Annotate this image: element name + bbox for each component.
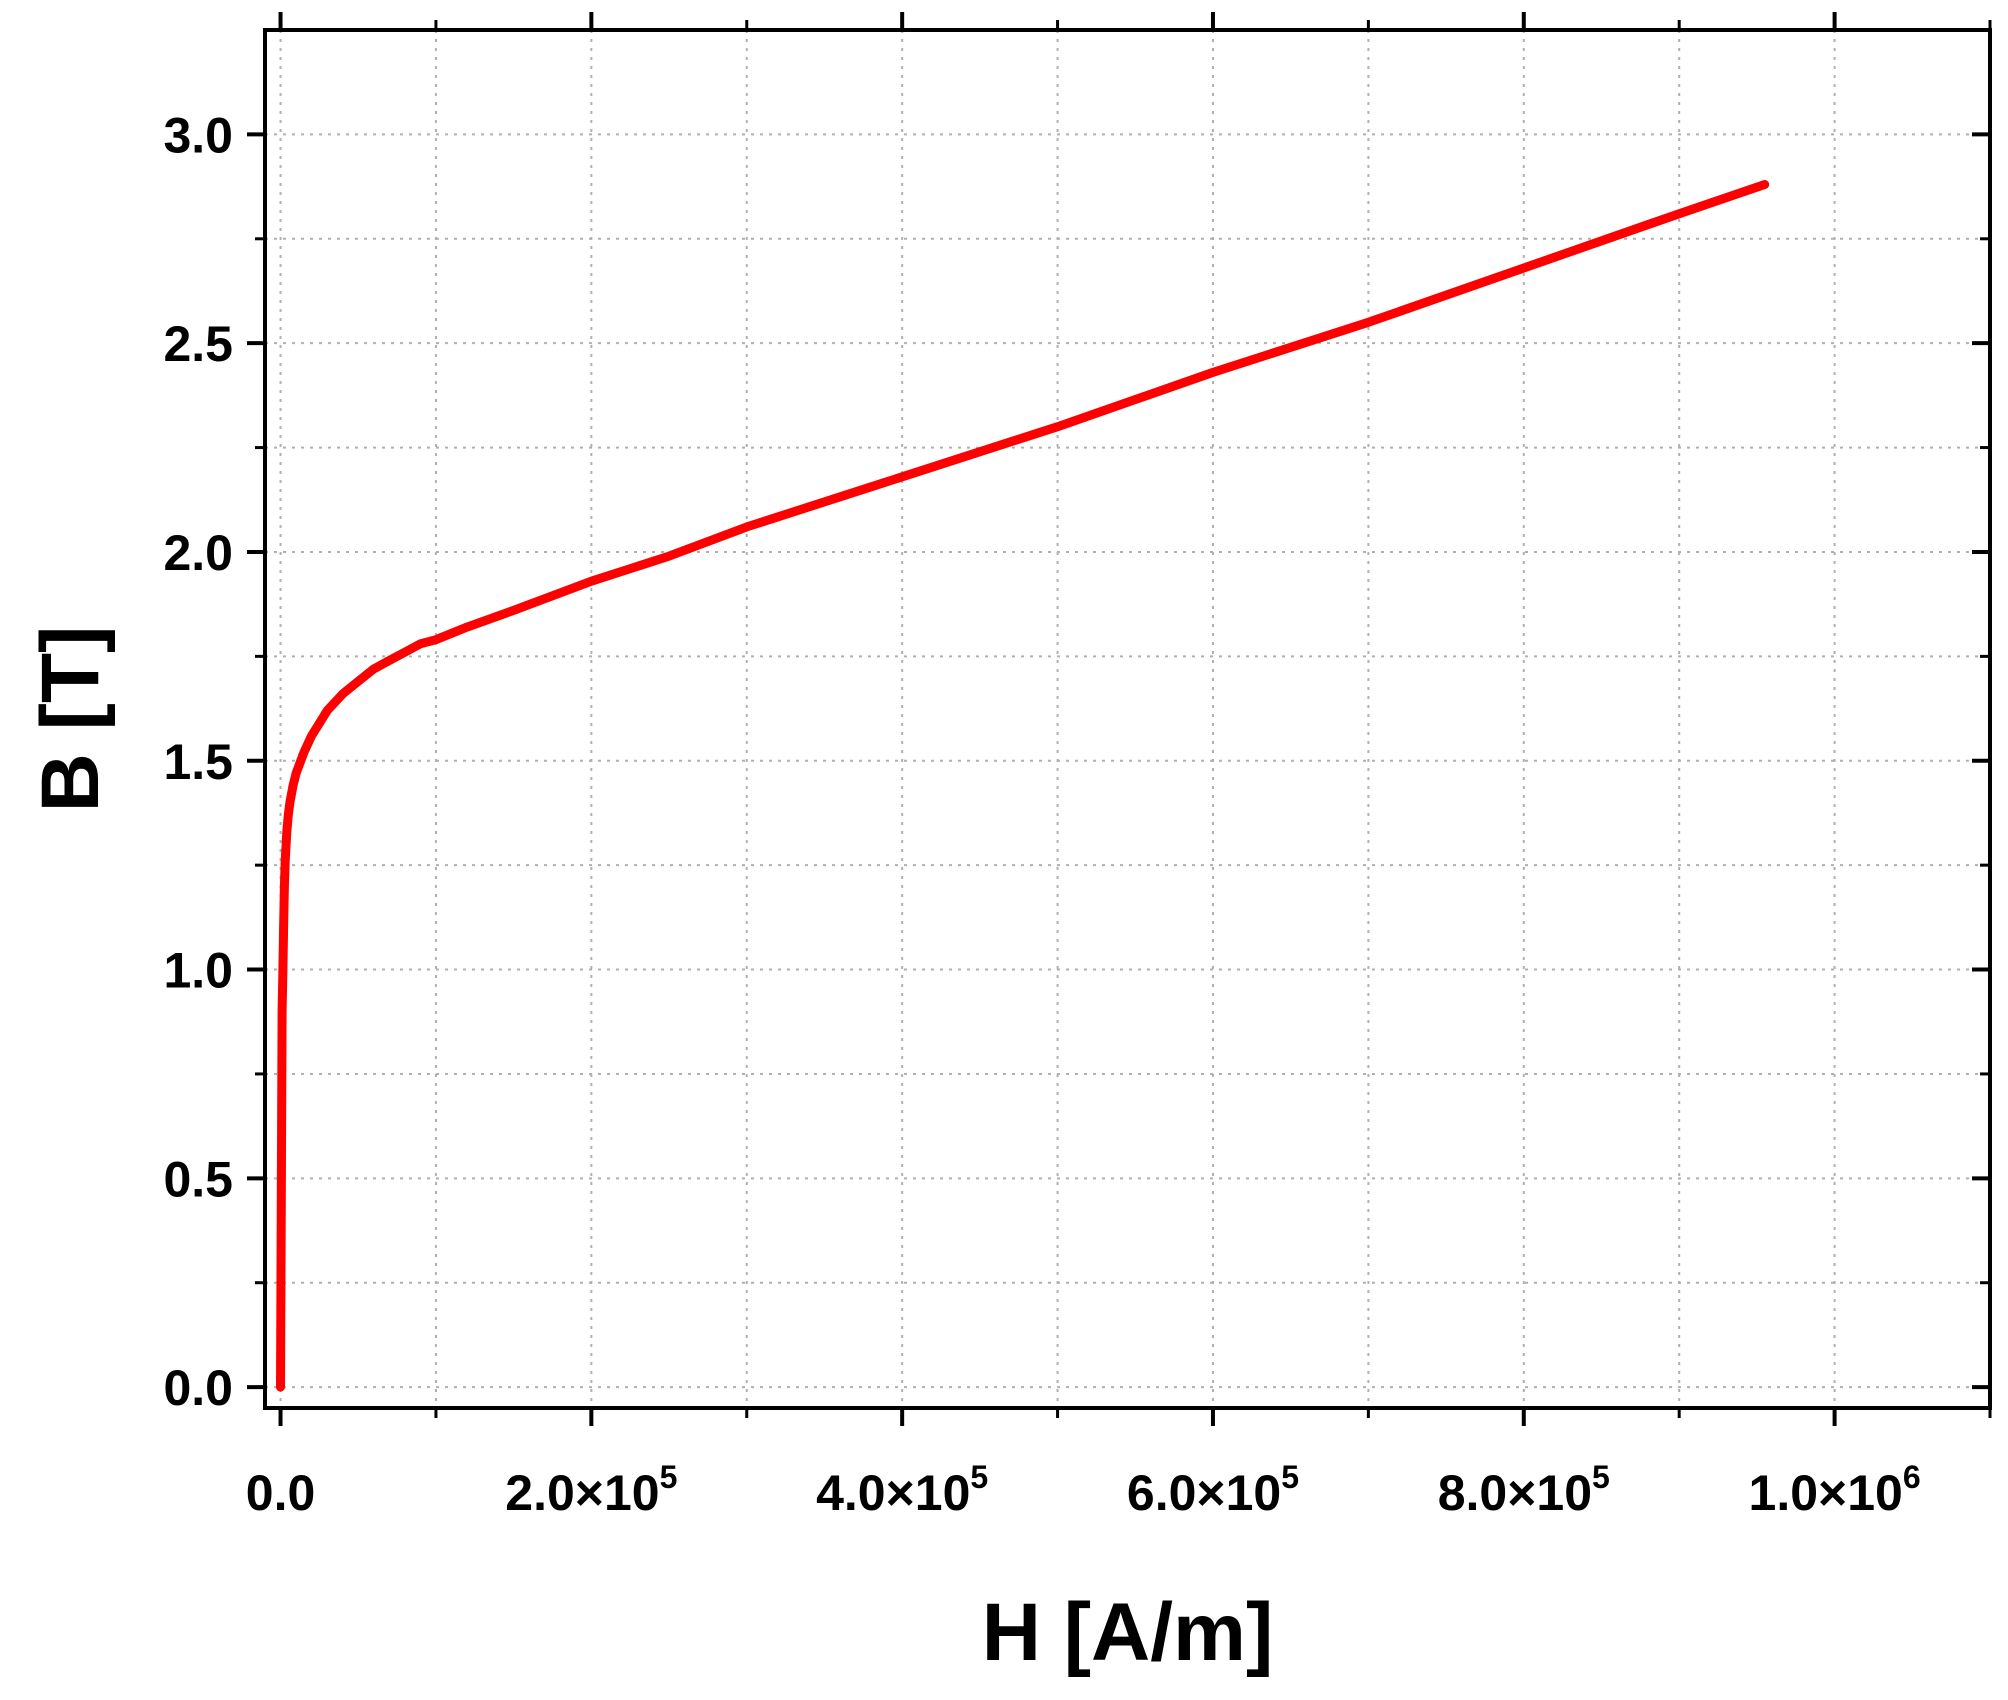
y-tick-label: 1.5 <box>163 734 233 790</box>
x-tick-label: 0.0 <box>246 1465 316 1521</box>
major-tick-layer <box>247 12 1990 1426</box>
x-tick-label: 4.0×105 <box>816 1459 988 1521</box>
grid-layer <box>265 30 1990 1408</box>
x-tick-label: 1.0×106 <box>1749 1459 1921 1521</box>
x-axis-title: H [A/m] <box>982 1587 1274 1678</box>
x-tick-label: 6.0×105 <box>1127 1459 1299 1521</box>
y-tick-label: 2.0 <box>163 525 233 581</box>
bh-curve-line <box>276 180 1770 1392</box>
x-tick-label: 2.0×105 <box>505 1459 677 1521</box>
y-tick-label: 0.0 <box>163 1360 233 1416</box>
y-tick-label: 3.0 <box>163 107 233 163</box>
y-tick-label: 1.0 <box>163 943 233 999</box>
y-tick-labels: 0.0 0.5 1.0 1.5 2.0 2.5 3.0 <box>163 107 233 1416</box>
plot-frame <box>263 28 1992 1410</box>
y-axis-title: B [T] <box>25 626 116 813</box>
y-tick-label: 2.5 <box>163 316 233 372</box>
x-tick-labels: 0.0 2.0×105 4.0×105 6.0×105 8.0×105 1.0×106 <box>246 1459 1921 1521</box>
y-tick-label: 0.5 <box>163 1151 233 1207</box>
minor-tick-layer <box>255 20 1992 1418</box>
series-layer <box>276 180 1770 1392</box>
x-tick-label: 8.0×105 <box>1438 1459 1610 1521</box>
